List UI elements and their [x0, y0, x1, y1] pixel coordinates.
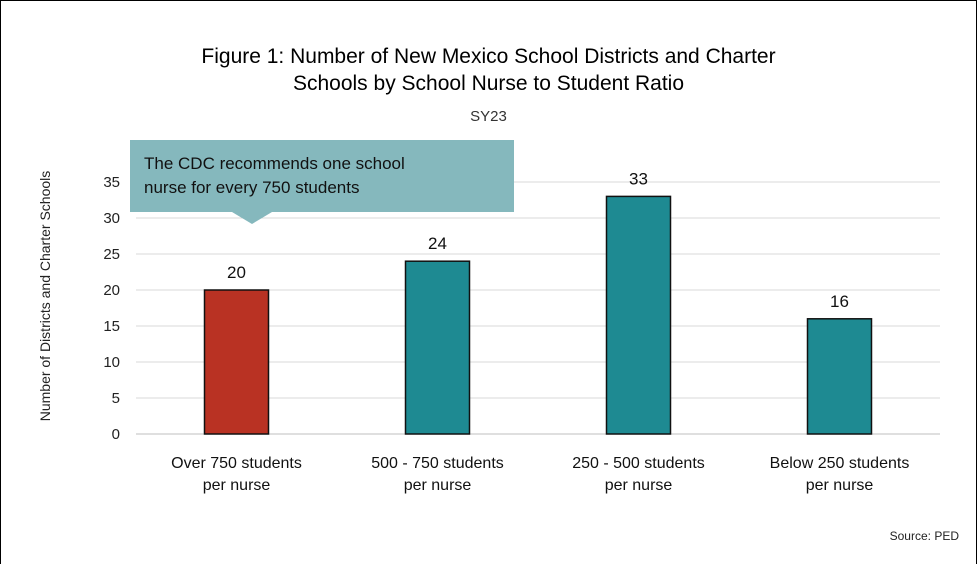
chart-subtitle: SY23 [470, 108, 507, 125]
cdc-recommendation-callout: The CDC recommends one school nurse for … [130, 140, 514, 212]
x-tick-label-4-line-1: Below 250 students [770, 455, 910, 472]
y-tick-label-15: 15 [103, 318, 120, 335]
bar-1 [203, 289, 270, 435]
bar-4 [806, 318, 873, 435]
y-tick-label-0: 0 [112, 426, 120, 443]
frame-top-border [0, 0, 977, 1]
chart-title-line-1: Figure 1: Number of New Mexico School Di… [201, 45, 776, 68]
y-tick-label-35: 35 [103, 174, 120, 191]
y-tick-label-30: 30 [103, 210, 120, 227]
frame-left-border [0, 0, 1, 564]
data-label-1: 20 [227, 263, 246, 282]
y-tick-label-20: 20 [103, 282, 120, 299]
bar-3 [605, 195, 672, 435]
bar-2 [404, 260, 471, 435]
x-tick-label-1-line-2: per nurse [203, 477, 271, 494]
data-label-4: 16 [830, 292, 849, 311]
callout-line-2: nurse for every 750 students [144, 178, 360, 197]
y-tick-label-25: 25 [103, 246, 120, 263]
chart-title-line-2: Schools by School Nurse to Student Ratio [292, 72, 685, 95]
x-tick-label-2-line-1: 500 - 750 students [371, 455, 504, 472]
x-tick-label-4-line-2: per nurse [806, 477, 874, 494]
source-note: Source: PED [889, 529, 959, 543]
x-tick-label-2-line-2: per nurse [404, 477, 472, 494]
callout-pointer [232, 212, 272, 224]
y-tick-label-5: 5 [112, 390, 120, 407]
y-tick-label-10: 10 [103, 354, 120, 371]
x-tick-label-3-line-1: 250 - 500 students [572, 455, 705, 472]
data-label-3: 33 [629, 169, 648, 188]
data-label-2: 24 [428, 234, 447, 253]
callout-line-1: The CDC recommends one school [144, 154, 405, 173]
x-tick-label-1-line-1: Over 750 students [171, 455, 302, 472]
x-tick-label-3-line-2: per nurse [605, 477, 673, 494]
